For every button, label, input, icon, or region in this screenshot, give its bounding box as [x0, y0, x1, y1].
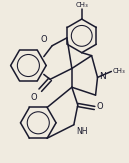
Text: O: O: [96, 103, 103, 111]
Text: O: O: [31, 93, 37, 102]
Text: CH₃: CH₃: [75, 2, 88, 8]
Text: CH₃: CH₃: [112, 68, 125, 74]
Text: NH: NH: [76, 127, 87, 136]
Text: N: N: [99, 72, 106, 81]
Text: O: O: [41, 35, 47, 44]
